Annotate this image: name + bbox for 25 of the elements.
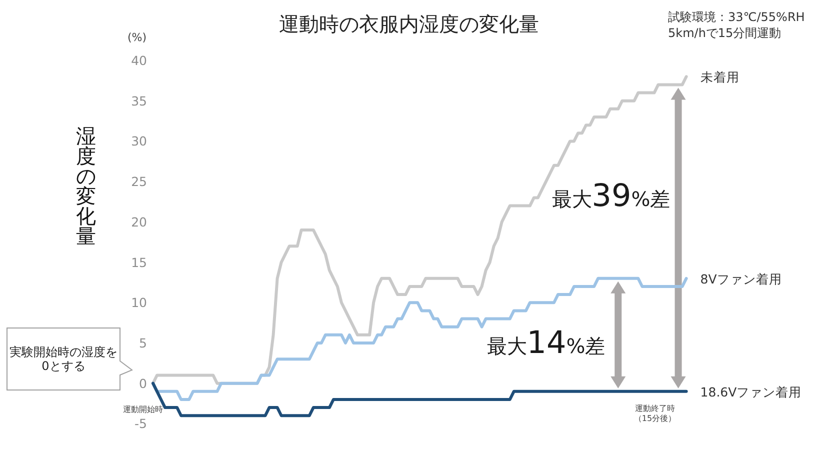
ytick: 20	[131, 214, 147, 230]
ytick: 30	[131, 134, 147, 149]
ytick: 5	[139, 336, 147, 350]
ytick: 10	[131, 295, 147, 310]
ytick: 15	[131, 254, 147, 270]
annotation: 5km/hで15分間運動	[668, 26, 782, 40]
annotation: 実験開始時の湿度を	[10, 345, 118, 359]
ytick: 25	[131, 174, 147, 190]
series-name: 未着用	[700, 70, 740, 85]
annotation: 0とする	[42, 359, 86, 373]
annotation: (%)	[127, 31, 147, 44]
annotation: 最大39%差	[552, 178, 670, 214]
title: 運動時の衣服内湿度の変化量	[279, 12, 539, 36]
ytick: 40	[131, 53, 147, 68]
annotation: 運動開始時	[123, 405, 163, 414]
ytick: -5	[134, 416, 147, 432]
annotation: （15分後）	[634, 414, 676, 423]
ytick: 35	[131, 93, 147, 108]
series-name: 8Vファン着用	[700, 271, 782, 286]
annotation: 運動終了時	[635, 404, 675, 413]
series-name: 18.6Vファン着用	[700, 384, 802, 400]
ylabel: 湿度の変化量	[76, 124, 96, 248]
ytick: 0	[139, 376, 147, 391]
annotation: 最大14%差	[486, 325, 606, 361]
annotation: 試験環境：33℃/55%RH	[668, 10, 805, 24]
